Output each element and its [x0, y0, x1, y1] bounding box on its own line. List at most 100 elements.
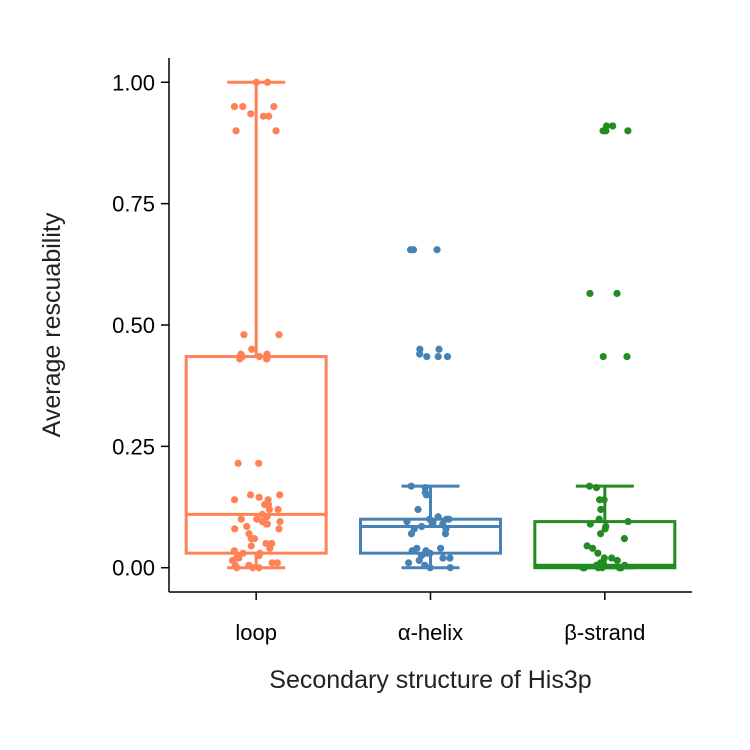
data-point — [446, 564, 454, 572]
data-point — [231, 525, 239, 533]
x-axis-label: Secondary structure of His3p — [269, 666, 591, 694]
y-tick-label: 0.75 — [112, 192, 155, 217]
data-point — [443, 352, 452, 361]
data-point — [255, 493, 263, 501]
data-point — [624, 127, 632, 135]
data-point — [249, 564, 257, 572]
data-point — [609, 122, 617, 130]
data-point — [586, 289, 594, 298]
data-point — [613, 289, 621, 298]
data-point — [579, 564, 587, 572]
y-axis-label: Average rescuability — [38, 212, 66, 437]
data-point — [274, 505, 282, 514]
data-point — [233, 564, 241, 572]
axes: 0.00 0.25 0.50 0.75 1.00 loop α-helix β-strand — [112, 58, 692, 645]
y-tick-label: 0.50 — [112, 313, 155, 338]
data-point — [255, 352, 264, 361]
data-point — [441, 530, 450, 538]
data-point — [230, 496, 239, 504]
data-point — [235, 554, 243, 562]
data-point — [434, 513, 442, 521]
data-point — [599, 127, 607, 135]
data-point — [273, 559, 282, 567]
data-point — [248, 345, 256, 353]
data-point — [268, 559, 276, 567]
data-point — [594, 564, 602, 572]
data-point — [255, 459, 263, 467]
data-point — [243, 522, 251, 531]
data-point — [265, 112, 273, 120]
data-point — [239, 549, 247, 557]
data-point — [408, 547, 416, 555]
data-point — [232, 127, 240, 135]
data-point — [407, 530, 416, 538]
data-point — [601, 525, 609, 533]
data-point — [230, 547, 238, 555]
data-point — [247, 110, 255, 118]
data-point — [263, 513, 271, 521]
data-point — [613, 556, 621, 565]
x-tick-label: β-strand — [564, 620, 645, 645]
data-point — [407, 482, 415, 490]
box-beta-strand — [533, 122, 677, 572]
data-point — [418, 522, 426, 531]
plot-area — [184, 78, 677, 572]
y-tick-label: 0.00 — [112, 556, 155, 581]
data-point — [276, 491, 284, 499]
data-point — [585, 482, 594, 490]
data-point — [263, 520, 272, 528]
data-point — [592, 484, 601, 492]
data-point — [583, 542, 591, 550]
data-point — [416, 350, 424, 358]
data-point — [236, 355, 244, 363]
data-point — [422, 491, 431, 499]
data-point — [445, 515, 453, 523]
data-point — [596, 530, 605, 538]
data-point — [620, 535, 629, 543]
data-point — [434, 352, 442, 361]
data-point — [246, 491, 255, 499]
data-point — [259, 112, 268, 120]
data-point — [615, 564, 623, 572]
data-point — [623, 352, 631, 361]
box-alpha-helix — [359, 246, 502, 572]
data-point — [239, 102, 247, 111]
data-point — [247, 542, 255, 550]
data-point — [240, 331, 248, 339]
data-point — [594, 549, 602, 557]
data-point — [403, 518, 411, 526]
data-point — [409, 246, 418, 254]
data-point — [608, 554, 616, 562]
data-point — [597, 505, 605, 514]
data-point — [262, 539, 270, 548]
data-point — [250, 535, 259, 543]
data-point — [437, 544, 445, 552]
data-point — [426, 549, 434, 557]
data-point — [234, 459, 242, 467]
data-point — [589, 544, 597, 552]
data-point — [415, 556, 423, 565]
data-point — [595, 515, 603, 523]
data-point — [275, 331, 283, 339]
data-point — [272, 127, 280, 135]
data-point — [253, 515, 261, 523]
y-tick-label: 0.25 — [112, 434, 155, 459]
data-point — [237, 515, 245, 523]
data-point — [252, 78, 261, 86]
data-point — [276, 518, 284, 526]
data-point — [426, 564, 434, 572]
data-point — [586, 520, 594, 528]
data-point — [263, 78, 272, 86]
data-point — [414, 505, 422, 514]
box-loop — [184, 78, 328, 572]
data-point — [255, 551, 263, 560]
data-point — [270, 102, 278, 111]
x-tick-label: α-helix — [398, 620, 463, 645]
x-ticks: loop α-helix β-strand — [235, 592, 645, 645]
data-point — [428, 520, 436, 528]
data-point — [446, 554, 454, 562]
iqr-box — [184, 355, 328, 555]
data-point — [230, 102, 239, 111]
data-point — [439, 554, 447, 562]
data-point — [624, 518, 632, 526]
